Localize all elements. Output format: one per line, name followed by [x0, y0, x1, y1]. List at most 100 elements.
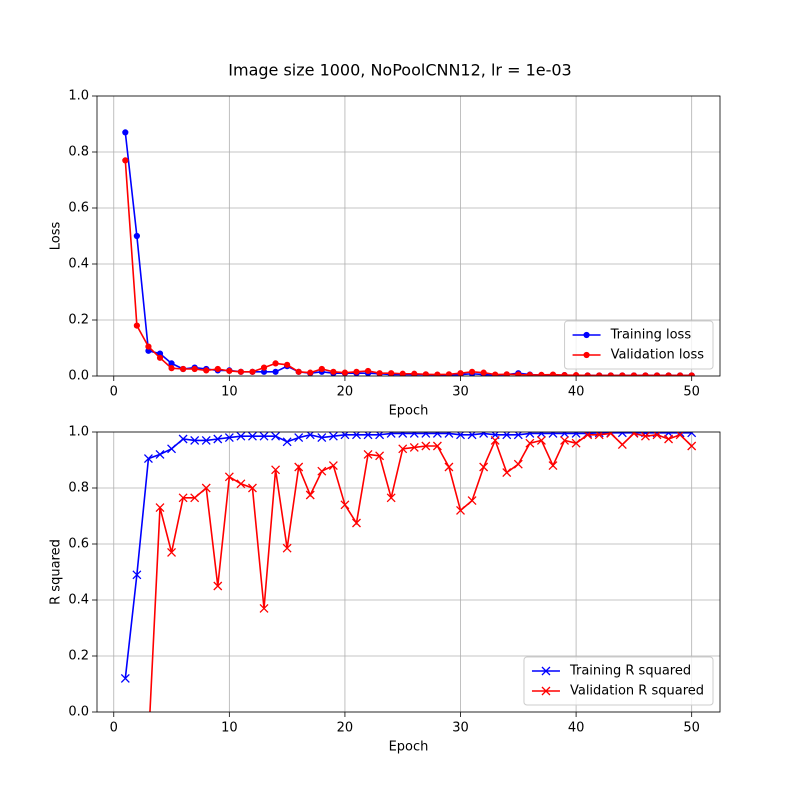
marker [168, 365, 175, 372]
y-tick-label: 1.0 [68, 425, 89, 440]
marker [399, 370, 406, 376]
marker [363, 449, 373, 459]
marker [224, 433, 234, 443]
marker [318, 365, 325, 373]
marker [328, 461, 338, 471]
marker [180, 365, 187, 373]
marker [295, 368, 302, 375]
y-tick-label: 0.2 [68, 649, 89, 664]
marker [307, 369, 314, 376]
figure-title: Image size 1000, NoPoolCNN12, lr = 1e-03 [228, 61, 571, 80]
marker [606, 432, 616, 438]
marker [457, 370, 464, 376]
y-tick-label: 0.6 [68, 201, 89, 216]
marker [226, 367, 233, 375]
marker [122, 157, 129, 164]
marker [259, 432, 269, 441]
marker [541, 666, 551, 676]
marker [480, 369, 487, 376]
x-tick-label: 30 [452, 385, 469, 400]
y-tick-label: 0.4 [68, 593, 89, 608]
marker [122, 129, 129, 136]
axes-frame [96, 431, 721, 713]
marker [560, 435, 569, 445]
marker [249, 368, 256, 375]
x-tick-label: 20 [337, 385, 354, 400]
marker [167, 444, 177, 454]
marker [445, 371, 453, 376]
marker [145, 343, 152, 350]
marker [619, 372, 626, 376]
marker [434, 371, 441, 376]
marker [617, 440, 627, 450]
marker [190, 435, 200, 445]
marker [236, 432, 246, 441]
marker [272, 368, 279, 375]
marker [490, 435, 500, 445]
marker [237, 368, 245, 375]
marker [236, 479, 246, 489]
marker [133, 322, 140, 329]
marker [260, 364, 268, 371]
y-axis-label: Loss [49, 222, 64, 251]
x-tick-label: 40 [568, 385, 585, 400]
marker [155, 449, 165, 459]
y-tick-label: 0.8 [68, 145, 89, 160]
x-tick-label: 50 [683, 385, 700, 400]
legend: Training loss Validation loss [564, 320, 714, 370]
marker [677, 372, 684, 376]
marker [421, 441, 431, 451]
marker [411, 370, 418, 376]
marker [294, 433, 304, 443]
marker [386, 432, 396, 438]
y-tick-label: 1.0 [68, 89, 89, 104]
marker [492, 371, 499, 376]
marker [688, 372, 695, 376]
marker [409, 432, 419, 438]
marker [376, 370, 383, 376]
x-axis-label: Epoch [389, 740, 429, 755]
legend-label: Validation R squared [570, 684, 704, 699]
marker [272, 360, 279, 367]
marker [468, 368, 476, 375]
marker [294, 462, 304, 472]
marker [224, 472, 234, 482]
marker [479, 432, 489, 438]
marker [502, 468, 512, 478]
marker [422, 371, 429, 376]
marker [421, 432, 431, 438]
marker [525, 432, 535, 438]
marker [653, 372, 661, 376]
x-tick-label: 0 [110, 721, 118, 736]
marker [213, 434, 223, 444]
marker [317, 433, 327, 443]
x-tick-label: 10 [221, 721, 238, 736]
y-tick-label: 0.0 [68, 705, 89, 720]
marker [213, 581, 223, 591]
marker [190, 493, 200, 503]
plot-area [120, 432, 697, 712]
marker [388, 370, 395, 376]
x-tick-label: 10 [221, 385, 238, 400]
marker [284, 361, 291, 368]
marker [340, 500, 350, 510]
x-axis-label: Epoch [389, 404, 429, 419]
x-tick-label: 0 [110, 385, 118, 400]
marker [201, 435, 211, 445]
marker [248, 483, 257, 493]
marker [364, 367, 372, 375]
marker [341, 369, 349, 376]
marker [617, 432, 627, 438]
marker [607, 372, 614, 376]
marker [541, 686, 551, 696]
marker [526, 371, 533, 376]
marker [665, 372, 672, 376]
marker [467, 496, 477, 506]
y-tick-label: 0.2 [68, 313, 89, 328]
marker [548, 432, 558, 438]
marker [398, 444, 408, 454]
marker [642, 372, 649, 376]
marker [513, 459, 523, 469]
marker [132, 570, 142, 580]
legend-box [564, 320, 714, 370]
